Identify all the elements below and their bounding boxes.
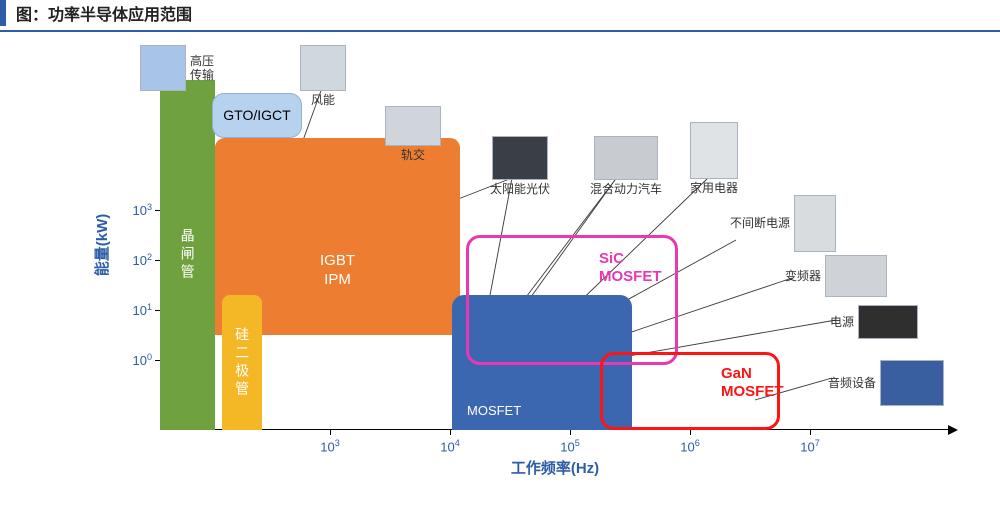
application-label-audio: 音频设备 <box>828 376 876 390</box>
chart-plot-area: 能量(kW) 工作频率(Hz) 100101102103103104105106… <box>160 60 950 430</box>
application-audio: 音频设备 <box>828 360 944 406</box>
figure-root: 图：功率半导体应用范围 能量(kW) 工作频率(Hz) 100101102103… <box>0 0 1000 520</box>
application-image-ups <box>794 195 836 252</box>
application-label-pv: 太阳能光伏 <box>490 182 550 196</box>
x-tick-mark <box>810 430 811 435</box>
application-image-rail <box>385 106 441 146</box>
outline-label-sic: SiCMOSFET <box>599 250 662 286</box>
application-hev: 混合动力汽车 <box>590 136 662 196</box>
device-block-si-diode: 硅二极管 <box>222 295 262 430</box>
x-tick-label: 104 <box>440 438 460 454</box>
application-appl: 家用电器 <box>690 122 738 195</box>
application-image-pv <box>492 136 548 180</box>
application-label-psu: 电源 <box>830 315 854 329</box>
x-tick-mark <box>690 430 691 435</box>
x-tick-mark <box>450 430 451 435</box>
application-label-inv: 变频器 <box>785 269 821 283</box>
x-tick-label: 107 <box>800 438 820 454</box>
application-image-audio <box>880 360 944 406</box>
outline-sic: SiCMOSFET <box>466 235 678 365</box>
y-tick-label: 101 <box>112 302 152 318</box>
x-tick-mark <box>570 430 571 435</box>
y-tick-label: 100 <box>112 352 152 368</box>
x-tick-label: 105 <box>560 438 580 454</box>
application-image-inv <box>825 255 887 297</box>
application-wind: 风能 <box>300 45 346 107</box>
application-image-wind <box>300 45 346 91</box>
application-label-ups: 不间断电源 <box>730 216 790 230</box>
y-tick-label: 102 <box>112 252 152 268</box>
application-label-appl: 家用电器 <box>690 181 738 195</box>
x-tick-label: 103 <box>320 438 340 454</box>
x-tick-mark <box>330 430 331 435</box>
application-inv: 变频器 <box>785 255 887 297</box>
outline-gan: GaNMOSFET <box>600 352 780 430</box>
application-pv: 太阳能光伏 <box>490 136 550 196</box>
y-axis-label: 能量(kW) <box>91 214 112 277</box>
application-psu: 电源 <box>830 305 918 339</box>
x-axis-label: 工作频率(Hz) <box>511 457 599 478</box>
figure-title: 图：功率半导体应用范围 <box>0 0 192 26</box>
device-block-gto: GTO/IGCT <box>212 93 302 138</box>
application-image-hv <box>140 45 186 91</box>
y-tick-label: 103 <box>112 202 152 218</box>
application-label-wind: 风能 <box>311 93 335 107</box>
application-ups: 不间断电源 <box>730 195 836 252</box>
title-underline <box>0 30 1000 32</box>
application-label-hv: 高压传输 <box>190 54 214 83</box>
application-hv: 高压传输 <box>140 45 214 91</box>
x-tick-label: 106 <box>680 438 700 454</box>
application-label-rail: 轨交 <box>401 148 425 162</box>
application-label-hev: 混合动力汽车 <box>590 182 662 196</box>
application-rail: 轨交 <box>385 106 441 162</box>
application-image-psu <box>858 305 918 339</box>
application-image-hev <box>594 136 658 180</box>
device-block-igbt3 <box>215 138 360 208</box>
application-image-appl <box>690 122 738 179</box>
outline-label-gan: GaNMOSFET <box>721 365 784 401</box>
device-block-thyristor: 晶闸管 <box>160 80 215 430</box>
x-axis-arrow-icon <box>948 425 958 435</box>
